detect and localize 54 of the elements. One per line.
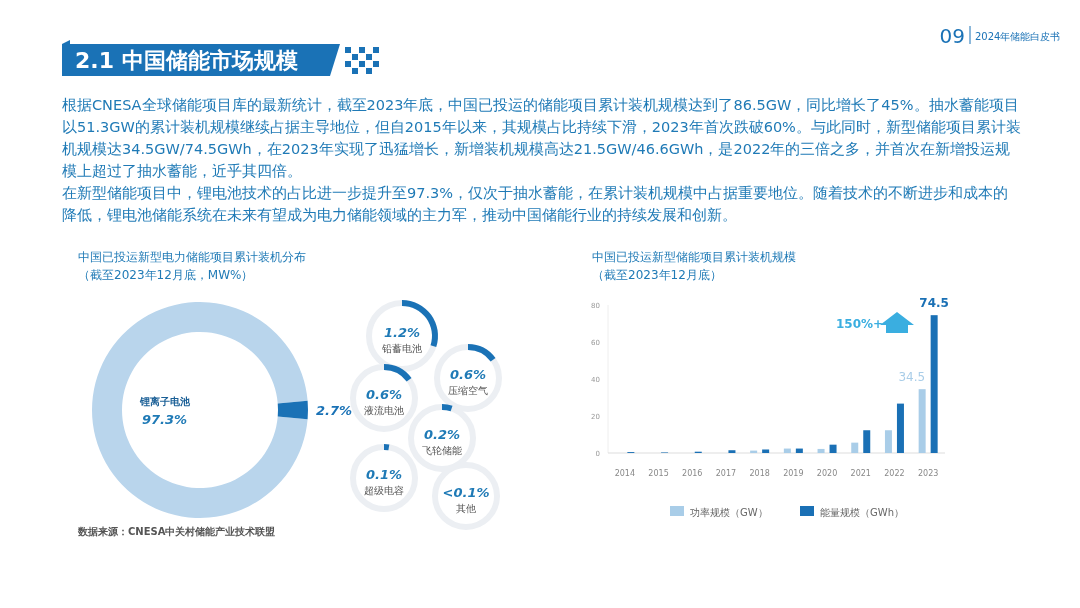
bar [728, 450, 736, 453]
category-label: 液流电池 [364, 405, 404, 416]
bar [884, 430, 892, 453]
text: 2024年储能白皮书 [975, 31, 1061, 42]
data-label: <0.1% [442, 485, 490, 500]
data-label: 74.5 [919, 296, 949, 311]
bar [783, 448, 791, 453]
bar [762, 449, 770, 453]
data-label: 34.5 [898, 370, 926, 385]
x-tick-label: 2020 [816, 469, 838, 478]
source-note: 数据来源：CNESA中关村储能产业技术联盟 [77, 526, 276, 537]
data-label: 1.2% [383, 325, 421, 340]
x-tick-label: 2014 [614, 469, 636, 478]
text: 2.1 中国储能市场规模 [75, 48, 298, 73]
x-tick-label: 2022 [884, 469, 905, 478]
bar [829, 444, 837, 453]
data-label: 2.7% [316, 403, 353, 418]
chart-title: 中国已投运新型电力储能项目累计装机分布 [78, 250, 306, 264]
legend-label: 功率规模（GW） [690, 507, 768, 518]
text: 在新型储能项目中，锂电池技术的占比进一步提升至97.3%，仅次于抽水蓄能，在累计装机规模中占据重要地位。随着技术的不断进步和成本的降低，锂电池储能系统在未来有望成为电力储能领域的主力军，推动中国储能行业的持续发展和创新。 [62, 184, 1010, 225]
x-tick-label: 2017 [715, 469, 737, 478]
chart-title: 中国已投运新型储能项目累计装机规模 [592, 250, 796, 264]
slice-label: 锂离子电池 [139, 396, 191, 407]
data-label: 0.2% [423, 427, 461, 442]
legend-label: 能量规模（GWh） [820, 507, 904, 518]
data-label: 97.3% [142, 412, 188, 427]
x-tick-label: 2021 [850, 469, 871, 478]
category-label: 其他 [456, 503, 476, 514]
donut-slice [277, 400, 308, 420]
bar [851, 442, 859, 453]
annotation: 150%+ [836, 317, 884, 331]
category-label: 压缩空气 [448, 385, 488, 396]
category-label: 铅蓄电池 [381, 343, 422, 354]
donut-slice [92, 302, 308, 518]
x-tick-label: 2016 [682, 469, 703, 478]
bar [896, 403, 904, 453]
bar [930, 315, 938, 453]
text: 09 [939, 24, 965, 48]
x-tick-label: 2019 [783, 469, 804, 478]
bar [863, 430, 871, 453]
bar [795, 448, 803, 453]
data-label: 0.6% [449, 367, 487, 382]
chart-subtitle: （截至2023年12月底） [592, 268, 722, 282]
x-tick-label: 2023 [917, 469, 939, 478]
data-label: 0.1% [365, 467, 403, 482]
x-tick-label: 2015 [648, 469, 669, 478]
bar [918, 389, 926, 453]
category-label: 超级电容 [364, 485, 404, 496]
bar [817, 448, 825, 453]
x-tick-label: 2018 [749, 469, 770, 478]
chart-subtitle: （截至2023年12月底，MW%） [78, 268, 254, 282]
data-label: 0.6% [365, 387, 403, 402]
text: 根据CNESA全球储能项目库的最新统计，截至2023年底，中国已投运的储能项目累计装机规模达到了86.5GW，同比增长了45%。抽水蓄能项目以51.3GW的累计装机规模继续占据主导地位，但自2015年以来，其规模占比持续下滑，2023年首次跌破60%。与此同时，新型储能项目累计装机规模达34.5GW/74.5GWh，在2023年实现了迅猛增长，新增装机规模高达21.5GW/46.6GWh，是2022年的三倍之多，并首次在新增投运规模上超过了抽水蓄能，近乎其四倍。 [62, 96, 1022, 181]
category-label: 飞轮储能 [422, 445, 462, 456]
